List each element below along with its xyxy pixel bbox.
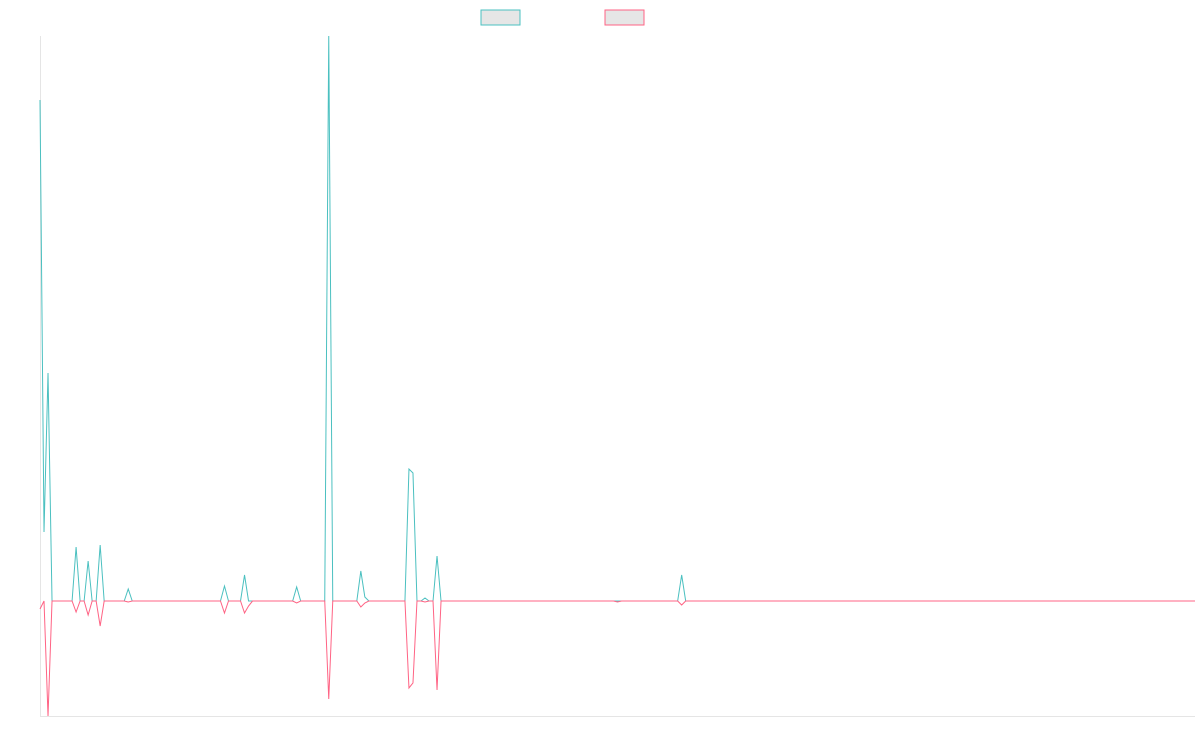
series-line xyxy=(39,35,1195,602)
series-line xyxy=(39,600,1195,717)
legend-swatch xyxy=(480,9,521,26)
legend-swatch xyxy=(604,9,645,26)
